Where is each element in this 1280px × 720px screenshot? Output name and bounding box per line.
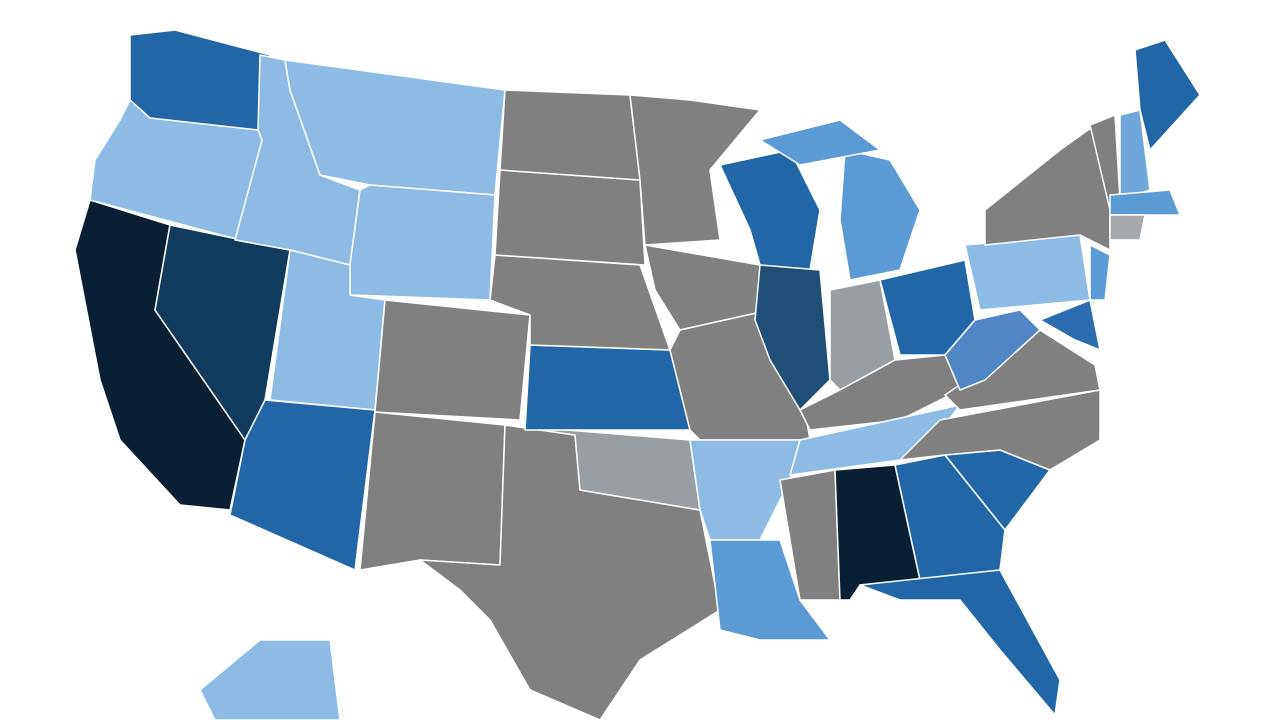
region <box>709 539 831 641</box>
region <box>494 169 646 266</box>
region <box>759 119 881 166</box>
region <box>964 234 1091 311</box>
region <box>984 124 1111 251</box>
region <box>629 94 761 246</box>
region <box>1109 214 1146 241</box>
region <box>1089 244 1111 301</box>
region <box>944 309 1041 391</box>
region <box>199 639 341 720</box>
region <box>779 469 841 601</box>
region <box>1109 189 1181 216</box>
region <box>349 184 496 301</box>
region <box>499 89 641 181</box>
region <box>1039 299 1101 351</box>
region <box>719 149 821 276</box>
region <box>359 411 506 571</box>
region <box>374 299 531 421</box>
region <box>1134 39 1201 151</box>
region <box>1119 109 1151 201</box>
region <box>129 29 271 131</box>
region <box>504 424 701 511</box>
region <box>899 389 1101 471</box>
region <box>839 149 921 281</box>
region <box>524 344 691 431</box>
region <box>229 399 376 571</box>
region <box>859 569 1061 716</box>
